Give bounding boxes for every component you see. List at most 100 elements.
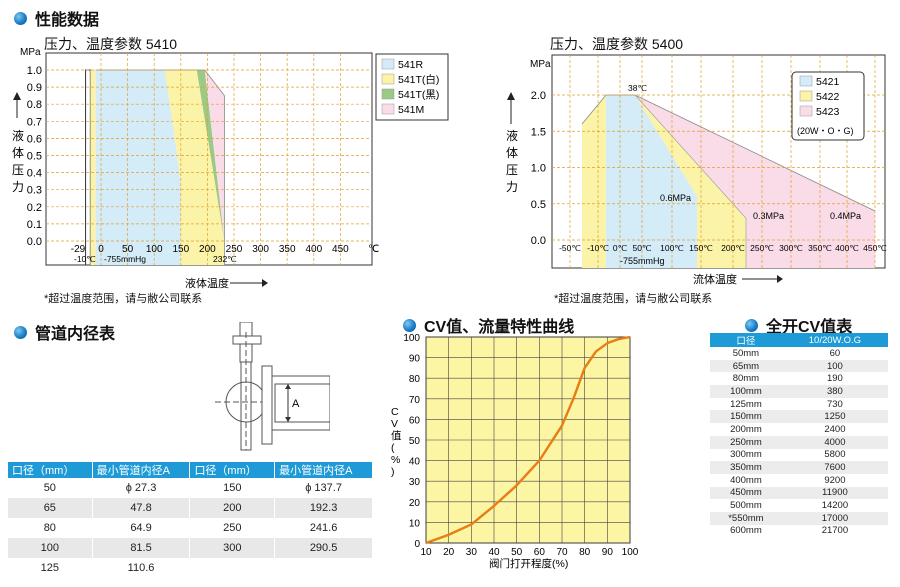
y-axis-label-char: ) (391, 466, 395, 478)
y-tick-label: 80 (409, 374, 421, 385)
legend-label: 541R (398, 59, 424, 71)
area-5423 (635, 95, 875, 268)
table-row: 100mm 380 (710, 385, 888, 398)
area-541T-white-left (90, 70, 96, 265)
y-tick-label: 0.6 (27, 133, 42, 145)
y-tick-label: 1.0 (27, 65, 42, 77)
table-cell: 21700 (781, 524, 888, 538)
area-541T-black (196, 70, 225, 241)
legend-box (791, 71, 865, 141)
table-cell: 11900 (781, 486, 888, 500)
x-tick-label: 250℃ (750, 243, 774, 253)
section-performance-title: 性能数据 (14, 6, 99, 30)
table-cell: 241.6 (274, 518, 373, 538)
pipe-diagram: A (215, 322, 330, 451)
table-cell: 100 (781, 359, 888, 373)
y-axis-label-char: 体 (506, 146, 518, 160)
annotation-label: 0.6MPa (660, 193, 691, 203)
table-row: 100 81.5 300 290.5 (8, 538, 373, 558)
y-tick-label: 0.9 (27, 82, 42, 94)
table-cell: 60 (781, 347, 888, 360)
y-axis-label-char: 液 (12, 128, 24, 143)
x-tick-label: 50 (122, 244, 134, 255)
table-cell: 730 (781, 397, 888, 411)
pipe-table: 口径（mm） 最小管道内径A 口径（mm） 最小管道内径A 50 ϕ 27.3 150 ϕ … (8, 462, 373, 578)
chart-5410-xlabel: 液体温度 (185, 276, 229, 290)
legend-swatch (381, 103, 395, 115)
x-tick-label: 90 (602, 547, 614, 558)
table-row: 50mm 60 (710, 347, 888, 360)
y-tick-label: 0.8 (27, 99, 42, 111)
x-tick-label: -29 (71, 244, 86, 255)
area-outline (581, 94, 876, 212)
y-tick-label: 10 (409, 518, 421, 529)
dimension-label: A (292, 398, 300, 410)
x-tick-label: 300℃ (779, 243, 803, 253)
y-tick-label: 0.3 (27, 185, 42, 197)
annotation-label: 232℃ (213, 254, 237, 264)
y-axis-label-char: C (391, 406, 399, 418)
y-tick-label: 0 (414, 539, 420, 550)
legend-label: 5421 (816, 76, 840, 88)
y-tick-label: 0.5 (531, 199, 546, 211)
annotation-label: 0.4MPa (830, 211, 861, 221)
section-full-cv-title: 全开CV值表 (745, 313, 852, 337)
table-cell (274, 558, 373, 578)
table-row: 80mm 190 (710, 372, 888, 386)
cv-table: 口径 10/20W.O.G 50mm 60 65mm 100 80mm 190 100mm 38… (710, 333, 888, 538)
table-cell: 125mm (710, 397, 782, 411)
table-header-cell: 10/20W.O.G (781, 333, 888, 347)
arrow-head-icon (777, 275, 783, 283)
bullet-icon (745, 318, 758, 332)
legend-label: 541T(白) (398, 73, 439, 86)
chart-5410-title: 压力、温度参数 5410 (44, 36, 178, 52)
table-cell: 250mm (710, 435, 782, 449)
chart-5410-yunit: MPa (20, 47, 41, 58)
table-cell: 380 (781, 385, 888, 398)
y-tick-label: 0.0 (27, 236, 42, 248)
table-header-cell: 口径（mm） (8, 462, 93, 478)
x-tick-label: 60 (534, 547, 546, 558)
arrow-head-icon (13, 92, 21, 100)
chart-5400-title: 压力、温度参数 5400 (550, 36, 684, 52)
table-cell: ϕ 137.7 (274, 478, 373, 498)
table-cell: 300 (189, 538, 276, 558)
x-tick-label: 300 (252, 244, 269, 255)
x-tick-label: 100℃ (660, 243, 684, 253)
x-tick-label: 400 (305, 244, 322, 255)
table-cell: 80 (8, 518, 93, 538)
y-tick-label: 50 (409, 436, 421, 447)
x-tick-label: 80 (579, 547, 591, 558)
table-cell: 350mm (710, 461, 782, 474)
area-541T-white (164, 70, 225, 265)
y-tick-label: 30 (409, 477, 421, 488)
legend-label: 5422 (816, 91, 840, 103)
chart-5400: 0.0 0.5 1.0 1.5 2.0 -50℃ -10℃ 0℃ 50℃ 100℃ 150℃ 200℃… (506, 54, 887, 286)
table-header-cell: 口径 (710, 333, 782, 347)
pipe-bore (274, 383, 330, 423)
table-row: 50 ϕ 27.3 150 ϕ 137.7 (8, 478, 373, 498)
table-row: 500mm 14200 (710, 499, 888, 512)
section-pipe-label: 管道内径表 (35, 326, 116, 343)
arrow-head-icon (507, 92, 515, 100)
section-cv-title: CV值、流量特性曲线 (403, 313, 574, 337)
x-tick-label: 100 (622, 547, 639, 558)
annotation-label: 38℃ (628, 83, 647, 93)
y-axis-label-char: 压 (12, 163, 24, 177)
table-cell (189, 558, 276, 578)
x-tick-label: 10 (420, 547, 432, 558)
table-cell: 200mm (710, 423, 782, 436)
table-row: 65 47.8 200 192.3 (8, 498, 373, 518)
table-cell: 2400 (781, 423, 888, 436)
y-tick-label: 1.5 (531, 126, 546, 138)
table-header-cell: 最小管道内径A (274, 462, 373, 478)
section-full-cv-label: 全开CV值表 (766, 319, 853, 336)
y-tick-label: 60 (409, 415, 421, 426)
table-cell: 17000 (781, 511, 888, 525)
x-tick-label: 400℃ (835, 243, 859, 253)
x-tick-label: 250 (226, 244, 243, 255)
table-cell: ϕ 27.3 (92, 478, 191, 498)
table-cell: 290.5 (274, 538, 373, 558)
bullet-icon (14, 325, 27, 339)
